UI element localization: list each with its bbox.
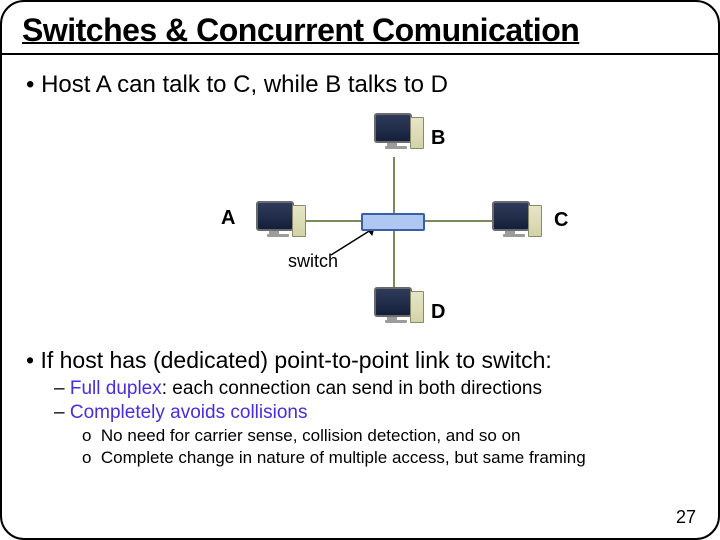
bullet-1: • Host A can talk to C, while B talks to… bbox=[26, 71, 694, 99]
sub1-highlight: Full duplex bbox=[70, 378, 162, 399]
host-a-icon bbox=[256, 201, 300, 245]
page-number: 27 bbox=[676, 507, 696, 528]
diagram-links bbox=[26, 109, 694, 339]
host-c-label: C bbox=[554, 209, 568, 232]
switch-label: switch bbox=[288, 251, 338, 272]
host-d-icon bbox=[374, 287, 418, 331]
switch-icon bbox=[361, 213, 425, 231]
sub1-rest: : each connection can send in both direc… bbox=[162, 378, 542, 399]
host-a-label: A bbox=[221, 207, 235, 230]
bullet-2: • If host has (dedicated) point-to-point… bbox=[26, 347, 694, 374]
host-b-label: B bbox=[431, 127, 445, 150]
sub2-highlight: Completely avoids collisions bbox=[70, 402, 308, 423]
host-b-icon bbox=[374, 113, 418, 157]
network-diagram: A B C D switch bbox=[26, 109, 694, 339]
host-c-icon bbox=[492, 201, 536, 245]
slide-content: • Host A can talk to C, while B talks to… bbox=[2, 55, 718, 468]
sub-o-2: Complete change in nature of multiple ac… bbox=[82, 448, 694, 468]
sub-bullet-1: – Full duplex: each connection can send … bbox=[54, 378, 694, 400]
sub-bullet-2: – Completely avoids collisions bbox=[54, 402, 694, 424]
slide-frame: Switches & Concurrent Comunication • Hos… bbox=[0, 0, 720, 540]
slide-title: Switches & Concurrent Comunication bbox=[2, 2, 718, 53]
sub-o-1: No need for carrier sense, collision det… bbox=[82, 426, 694, 446]
host-d-label: D bbox=[431, 301, 445, 324]
